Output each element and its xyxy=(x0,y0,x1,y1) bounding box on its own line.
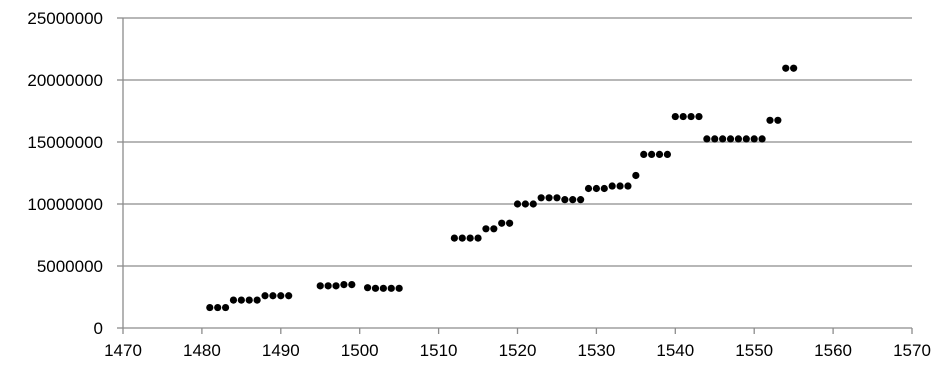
data-points xyxy=(206,64,798,312)
data-point xyxy=(616,182,624,190)
data-point xyxy=(553,194,561,202)
y-tick-label: 20000000 xyxy=(27,71,103,90)
data-point xyxy=(569,196,577,204)
data-point xyxy=(655,150,664,158)
x-tick-label: 1530 xyxy=(577,341,615,360)
data-point xyxy=(529,200,537,208)
data-point xyxy=(206,303,214,312)
data-point xyxy=(592,184,601,193)
data-point xyxy=(513,200,522,208)
data-point xyxy=(648,150,656,158)
data-point xyxy=(482,225,490,233)
data-point xyxy=(695,112,703,121)
data-point xyxy=(332,282,340,290)
data-point xyxy=(687,112,695,121)
y-tick-label: 25000000 xyxy=(27,9,103,28)
data-point xyxy=(766,116,774,124)
data-point xyxy=(450,234,458,242)
data-point xyxy=(245,296,253,304)
data-point xyxy=(253,296,261,304)
data-point xyxy=(363,284,372,292)
data-point xyxy=(379,284,387,292)
data-point xyxy=(316,282,324,290)
data-point xyxy=(458,234,466,242)
x-tick-labels: 1470 1480 1490 1500 1510 1520 1530 1540 1550 1560… xyxy=(104,341,931,360)
data-point xyxy=(608,182,616,190)
y-tick-label: 15000000 xyxy=(27,133,103,152)
data-point xyxy=(758,135,766,143)
data-point xyxy=(561,196,569,204)
data-point xyxy=(726,135,735,143)
data-point xyxy=(671,112,679,121)
data-point xyxy=(679,112,687,121)
data-point xyxy=(711,135,719,143)
x-tick-label: 1570 xyxy=(893,341,931,360)
data-point xyxy=(214,303,222,312)
data-point xyxy=(506,219,514,227)
data-point xyxy=(537,194,545,202)
data-point xyxy=(640,150,648,158)
data-point xyxy=(703,135,711,143)
data-point xyxy=(474,234,482,242)
data-point xyxy=(221,303,230,312)
gridlines xyxy=(123,17,912,267)
data-point xyxy=(371,284,380,292)
x-tick-label: 1560 xyxy=(814,341,852,360)
data-point xyxy=(719,135,727,143)
data-point xyxy=(734,135,743,143)
data-point xyxy=(663,150,672,158)
data-point xyxy=(750,135,758,143)
data-point xyxy=(624,182,632,190)
y-tick-label: 0 xyxy=(94,319,103,338)
y-tick-labels: 0 5000000 10000000 15000000 20000000 25000000 xyxy=(27,9,103,338)
data-point xyxy=(498,219,506,227)
data-point xyxy=(229,296,238,304)
data-point xyxy=(577,196,585,204)
x-tick-label: 1550 xyxy=(735,341,773,360)
data-point xyxy=(348,281,356,289)
data-point xyxy=(237,296,245,304)
data-point xyxy=(395,284,403,292)
data-point xyxy=(521,200,529,208)
x-tick-label: 1490 xyxy=(262,341,300,360)
data-point xyxy=(387,284,395,292)
data-point xyxy=(774,116,782,124)
x-tick-label: 1470 xyxy=(104,341,142,360)
data-point xyxy=(277,292,285,300)
data-point xyxy=(340,281,348,289)
x-tick-label: 1540 xyxy=(656,341,694,360)
data-point xyxy=(285,292,293,300)
axes xyxy=(117,17,913,334)
data-point xyxy=(490,225,498,233)
data-point xyxy=(584,184,593,193)
x-tick-label: 1480 xyxy=(183,341,221,360)
data-point xyxy=(790,64,798,72)
x-tick-label: 1510 xyxy=(420,341,458,360)
x-tick-label: 1500 xyxy=(341,341,379,360)
data-point xyxy=(261,292,269,300)
data-point xyxy=(782,64,790,72)
x-tick-label: 1520 xyxy=(499,341,537,360)
data-point xyxy=(324,282,332,290)
data-point xyxy=(545,194,553,202)
data-point xyxy=(269,292,277,300)
y-tick-label: 10000000 xyxy=(27,195,103,214)
data-point xyxy=(466,234,474,242)
data-point xyxy=(632,171,640,180)
data-point xyxy=(742,135,750,143)
data-point xyxy=(600,184,608,193)
y-tick-label: 5000000 xyxy=(37,257,103,276)
